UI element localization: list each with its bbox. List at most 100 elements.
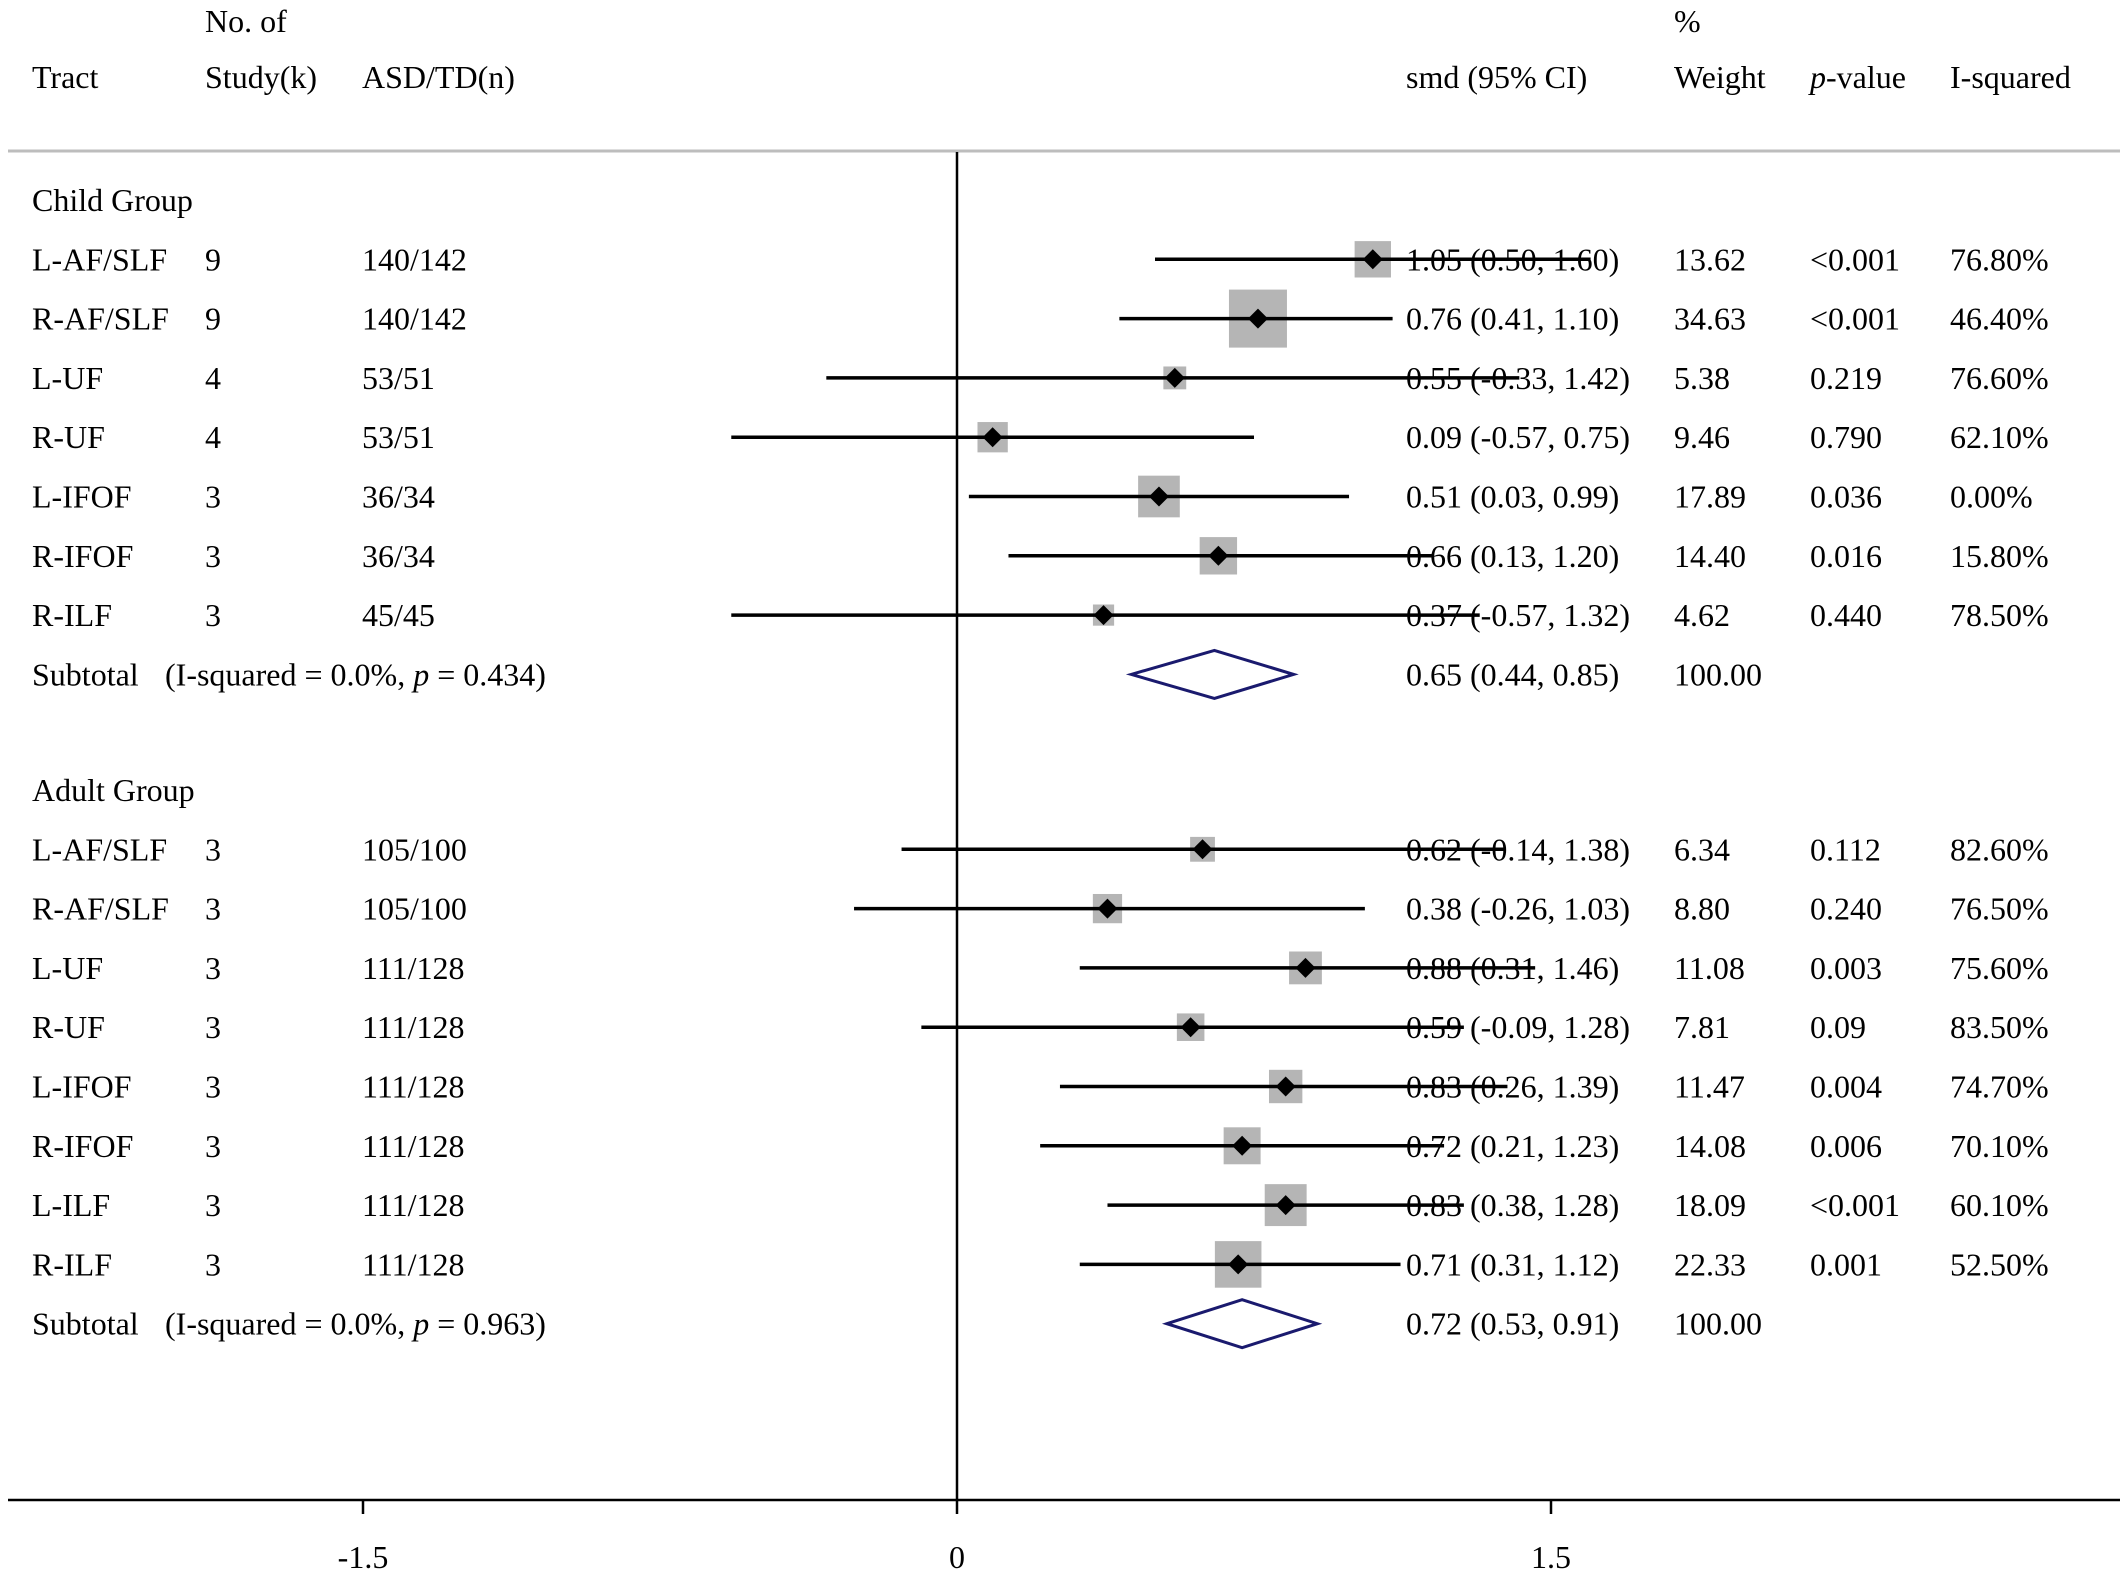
subtotal-label: Subtotal: [32, 1306, 139, 1342]
study-row: R-UF 3 111/128 0.59 (-0.09, 1.28) 7.81 0.09 83…: [32, 1009, 2049, 1045]
study-count: 3: [205, 1128, 221, 1164]
subtotal-weight-text: 100.00: [1674, 656, 1762, 692]
weight-text: 14.08: [1674, 1128, 1746, 1164]
tract-label: R-AF/SLF: [32, 891, 169, 927]
header-pvalue-rest: -value: [1826, 59, 1906, 95]
group-title: Adult Group: [32, 772, 195, 808]
smd-ci-text: 0.66 (0.13, 1.20): [1406, 538, 1619, 574]
tract-label: R-UF: [32, 419, 105, 455]
weight-text: 13.62: [1674, 241, 1746, 277]
header-k-line1: No. of: [205, 3, 287, 39]
tract-label: L-AF/SLF: [32, 831, 167, 867]
study-count: 3: [205, 1187, 221, 1223]
sample-size: 111/128: [362, 1069, 465, 1105]
header-pvalue: p-value: [1808, 59, 1906, 95]
sample-size: 111/128: [362, 1246, 465, 1282]
tract-label: R-ILF: [32, 597, 112, 633]
group-title: Child Group: [32, 182, 193, 218]
p-value: 0.006: [1810, 1128, 1882, 1164]
smd-ci-text: 0.76 (0.41, 1.10): [1406, 301, 1619, 337]
study-row: L-ILF 3 111/128 0.83 (0.38, 1.28) 18.09 <0.00…: [32, 1184, 2049, 1227]
study-count: 3: [205, 597, 221, 633]
sample-size: 53/51: [362, 419, 435, 455]
x-axis-ticks: -1.5 0 1.5: [338, 1500, 1571, 1575]
p-value: 0.09: [1810, 1009, 1866, 1045]
heterogeneity-prefix: (I-squared = 0.0%,: [165, 1306, 413, 1342]
study-row: R-AF/SLF 3 105/100 0.38 (-0.26, 1.03) 8.80 0.…: [32, 891, 2049, 927]
i-squared: 0.00%: [1950, 479, 2033, 515]
heterogeneity-text: (I-squared = 0.0%, p = 0.434): [165, 656, 546, 692]
p-value: 0.219: [1810, 360, 1882, 396]
p-value: <0.001: [1810, 301, 1900, 337]
study-row: L-UF 4 53/51 0.55 (-0.33, 1.42) 5.38 0.219 76.…: [32, 360, 2049, 396]
subtotal-diamond: [1125, 648, 1299, 700]
header-n: ASD/TD(n): [362, 59, 515, 95]
study-row: L-UF 3 111/128 0.88 (0.31, 1.46) 11.08 0.003 7…: [32, 950, 2049, 986]
header-tract: Tract: [32, 59, 98, 95]
tract-label: R-UF: [32, 1009, 105, 1045]
point-estimate: [1093, 605, 1114, 626]
header-smd: smd (95% CI): [1406, 59, 1587, 95]
weight-text: 5.38: [1674, 360, 1730, 396]
i-squared: 46.40%: [1950, 301, 2049, 337]
p-value: 0.112: [1810, 831, 1881, 867]
i-squared: 78.50%: [1950, 597, 2049, 633]
study-count: 3: [205, 479, 221, 515]
tract-label: L-ILF: [32, 1187, 110, 1223]
weight-text: 18.09: [1674, 1187, 1746, 1223]
point-estimate: [1228, 1254, 1249, 1275]
heterogeneity-text: (I-squared = 0.0%, p = 0.963): [165, 1306, 546, 1342]
p-value: <0.001: [1810, 241, 1900, 277]
heterogeneity-p: p: [411, 656, 429, 692]
point-estimate: [1232, 1135, 1253, 1156]
weight-text: 6.34: [1674, 831, 1730, 867]
point-estimate: [1208, 545, 1229, 566]
weight-text: 34.63: [1674, 301, 1746, 337]
p-value: 0.003: [1810, 950, 1882, 986]
subtotal-label: Subtotal: [32, 656, 139, 692]
smd-ci-text: 0.09 (-0.57, 0.75): [1406, 419, 1630, 455]
tract-label: R-IFOF: [32, 1128, 133, 1164]
header-k-line2: Study(k): [205, 59, 317, 95]
subtotal-smd-ci-text: 0.72 (0.53, 0.91): [1406, 1306, 1619, 1342]
study-count: 3: [205, 891, 221, 927]
x-tick-label: 0: [949, 1539, 965, 1575]
x-tick-label: -1.5: [338, 1539, 389, 1575]
i-squared: 76.60%: [1950, 360, 2049, 396]
tract-label: L-IFOF: [32, 479, 132, 515]
study-row: L-IFOF 3 36/34 0.51 (0.03, 0.99) 17.89 0.036 0…: [32, 475, 2033, 518]
study-row: R-ILF 3 111/128 0.71 (0.31, 1.12) 22.33 0.001…: [32, 1241, 2049, 1288]
point-estimate: [1192, 839, 1213, 860]
study-row: R-ILF 3 45/45 0.37 (-0.57, 1.32) 4.62 0.440 78…: [32, 597, 2049, 633]
sample-size: 36/34: [362, 538, 435, 574]
sample-size: 36/34: [362, 479, 435, 515]
smd-ci-text: 0.38 (-0.26, 1.03): [1406, 891, 1630, 927]
sample-size: 111/128: [362, 950, 465, 986]
p-value: <0.001: [1810, 1187, 1900, 1223]
i-squared: 74.70%: [1950, 1069, 2049, 1105]
header-weight-line2: Weight: [1674, 59, 1766, 95]
column-headers: Tract No. of Study(k) ASD/TD(n) smd (95%…: [32, 3, 2071, 95]
subtotal-diamond: [1161, 1298, 1323, 1350]
heterogeneity-p: p: [411, 1306, 429, 1342]
subtotal-row: Subtotal (I-squared = 0.0%, p = 0.434) 0.6…: [32, 648, 1762, 700]
header-pvalue-p: p: [1808, 59, 1826, 95]
sample-size: 53/51: [362, 360, 435, 396]
point-estimate: [1275, 1076, 1296, 1097]
study-count: 9: [205, 301, 221, 337]
point-estimate: [1148, 486, 1169, 507]
i-squared: 15.80%: [1950, 538, 2049, 574]
x-tick-label: 1.5: [1531, 1539, 1571, 1575]
point-estimate: [1275, 1195, 1296, 1216]
study-count: 4: [205, 419, 221, 455]
study-row: R-IFOF 3 111/128 0.72 (0.21, 1.23) 14.08 0.00…: [32, 1127, 2049, 1165]
i-squared: 76.80%: [1950, 241, 2049, 277]
subtotal-weight-text: 100.00: [1674, 1306, 1762, 1342]
p-value: 0.790: [1810, 419, 1882, 455]
weight-text: 11.47: [1674, 1069, 1745, 1105]
sample-size: 140/142: [362, 301, 467, 337]
study-count: 3: [205, 1246, 221, 1282]
